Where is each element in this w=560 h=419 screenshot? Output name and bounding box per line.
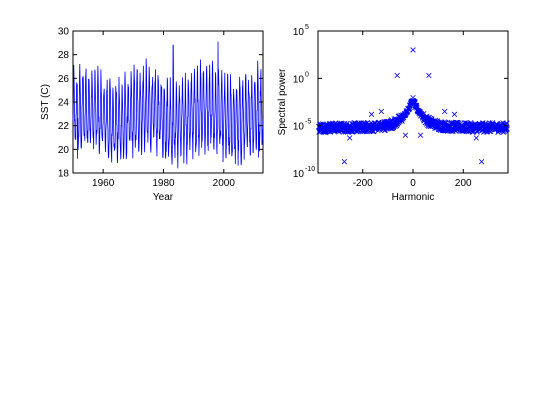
spectrum-y-axis-label: Spectral power xyxy=(277,68,288,135)
sst-x-tick-label: 1980 xyxy=(152,178,175,189)
spectrum-outlier-point xyxy=(341,158,348,165)
spectrum-outlier-point xyxy=(368,111,375,117)
spectrum-outlier-point xyxy=(362,121,369,127)
spectrum-outlier-point xyxy=(378,108,385,115)
spectrum-outlier-point xyxy=(417,132,424,138)
sst-y-tick-label: 24 xyxy=(58,98,70,109)
spectrum-x-ticks: -200 0 200 xyxy=(353,31,472,189)
sst-y-tick-label: 22 xyxy=(58,121,70,132)
spectrum-x-axis-label: Harmonic xyxy=(392,192,435,203)
spectrum-x-tick-label: 0 xyxy=(410,178,416,189)
spectrum-y-tick-label: 10 xyxy=(293,27,305,38)
spectrum-x-tick-label: -200 xyxy=(353,178,373,189)
spectrum-outlier-point xyxy=(394,72,400,79)
sst-y-ticks: 18 20 22 24 26 28 30 xyxy=(58,27,263,180)
spectrum-outlier-point xyxy=(426,72,432,79)
spectrum-outlier-point xyxy=(478,158,485,165)
sst-x-tick-label: 2000 xyxy=(213,178,236,189)
sst-x-ticks: 1960 1980 2000 xyxy=(92,31,235,189)
sst-y-tick-label: 20 xyxy=(58,145,70,156)
spectrum-y-tick-exponent: 0 xyxy=(305,71,309,78)
sst-time-series-panel: 1960 1980 2000 18 20 22 24 26 28 30 Year SST (C) xyxy=(40,27,264,203)
spectrum-outlier-point xyxy=(410,47,416,53)
spectrum-outlier-point xyxy=(402,132,409,138)
sst-series-group xyxy=(72,41,264,169)
sst-series-line xyxy=(72,41,264,169)
spectrum-outlier-point xyxy=(451,111,458,117)
spectrum-outlier-point xyxy=(457,121,464,127)
sst-y-tick-label: 28 xyxy=(58,50,70,61)
spectrum-y-tick-label: 10 xyxy=(293,122,305,133)
spectrum-y-tick-label: 10 xyxy=(293,74,305,85)
spectrum-outlier-point xyxy=(408,99,414,105)
spectrum-point xyxy=(504,126,510,132)
spectrum-outlier-point xyxy=(346,135,353,141)
sst-y-axis-label: SST (C) xyxy=(40,84,51,120)
spectrum-y-tick-label: 10 xyxy=(293,169,305,180)
sst-y-tick-label: 26 xyxy=(58,74,70,85)
sst-x-tick-label: 1960 xyxy=(92,178,115,189)
spectrum-y-tick-exponent: -5 xyxy=(305,119,311,126)
spectrum-y-tick-exponent: -10 xyxy=(305,166,315,173)
sst-y-tick-label: 18 xyxy=(58,169,70,180)
spectrum-outlier-point xyxy=(473,135,480,141)
spectrum-point xyxy=(441,119,448,125)
sst-x-axis-label: Year xyxy=(153,192,174,203)
spectrum-point xyxy=(504,120,510,126)
spectrum-point xyxy=(474,129,480,135)
spectrum-series-group xyxy=(316,47,510,165)
spectrum-x-tick-label: 200 xyxy=(455,178,472,189)
spectrum-point xyxy=(424,114,430,121)
spectrum-point xyxy=(482,120,489,127)
spectrum-outlier-point xyxy=(441,108,448,115)
spectrum-y-tick-exponent: 5 xyxy=(305,24,309,31)
sst-y-tick-label: 30 xyxy=(58,27,70,38)
spectrum-outlier-point xyxy=(412,99,418,105)
